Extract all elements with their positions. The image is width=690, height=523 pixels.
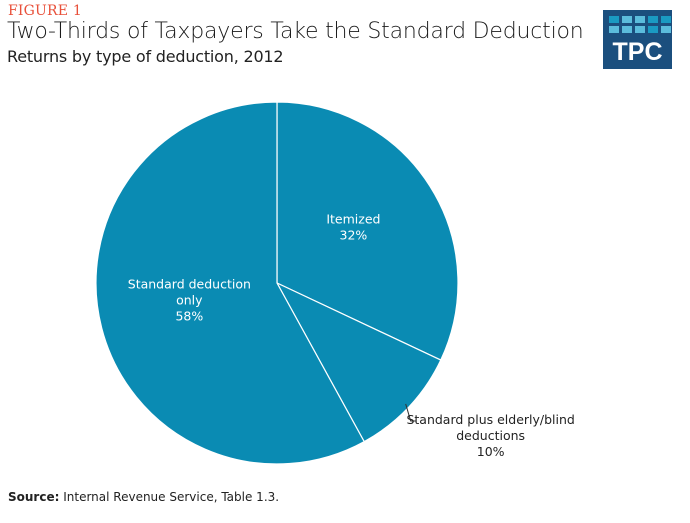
pie-slice-itemized (276, 101, 459, 361)
logo-square (648, 16, 658, 23)
slice-label: only (176, 293, 203, 308)
logo-square (635, 16, 645, 23)
source-label: Source: (8, 490, 60, 504)
pie-slice-standard-plus-elderly-blind-deductions (275, 281, 442, 443)
chart-title: Two-Thirds of Taxpayers Take the Standar… (7, 19, 584, 44)
logo-square (609, 16, 619, 23)
logo-text: TPC (612, 38, 663, 66)
figure-label: FIGURE 1 (8, 3, 82, 19)
tpc-logo: TPC (603, 10, 672, 69)
slice-label: Standard plus elderly/blind (406, 412, 574, 427)
pie-slice-standard-deduction-only (95, 101, 366, 465)
logo-square (635, 26, 645, 33)
leader-line (405, 403, 416, 422)
logo-grid-icon (609, 16, 671, 33)
slice-label: 10% (477, 444, 505, 459)
logo-square (661, 16, 671, 23)
logo-square (622, 16, 632, 23)
logo-square (648, 26, 658, 33)
logo-square (622, 26, 632, 33)
slice-label: Standard deduction (128, 277, 251, 292)
logo-square (661, 26, 671, 33)
slice-label: 58% (175, 309, 203, 324)
slice-label: 32% (340, 228, 368, 243)
slice-label: Itemized (326, 212, 380, 227)
source-text: Internal Revenue Service, Table 1.3. (59, 490, 280, 504)
slice-label: deductions (456, 428, 525, 443)
chart-subtitle: Returns by type of deduction, 2012 (7, 47, 284, 66)
logo-square (609, 26, 619, 33)
source-note: Source: Internal Revenue Service, Table … (8, 490, 279, 504)
